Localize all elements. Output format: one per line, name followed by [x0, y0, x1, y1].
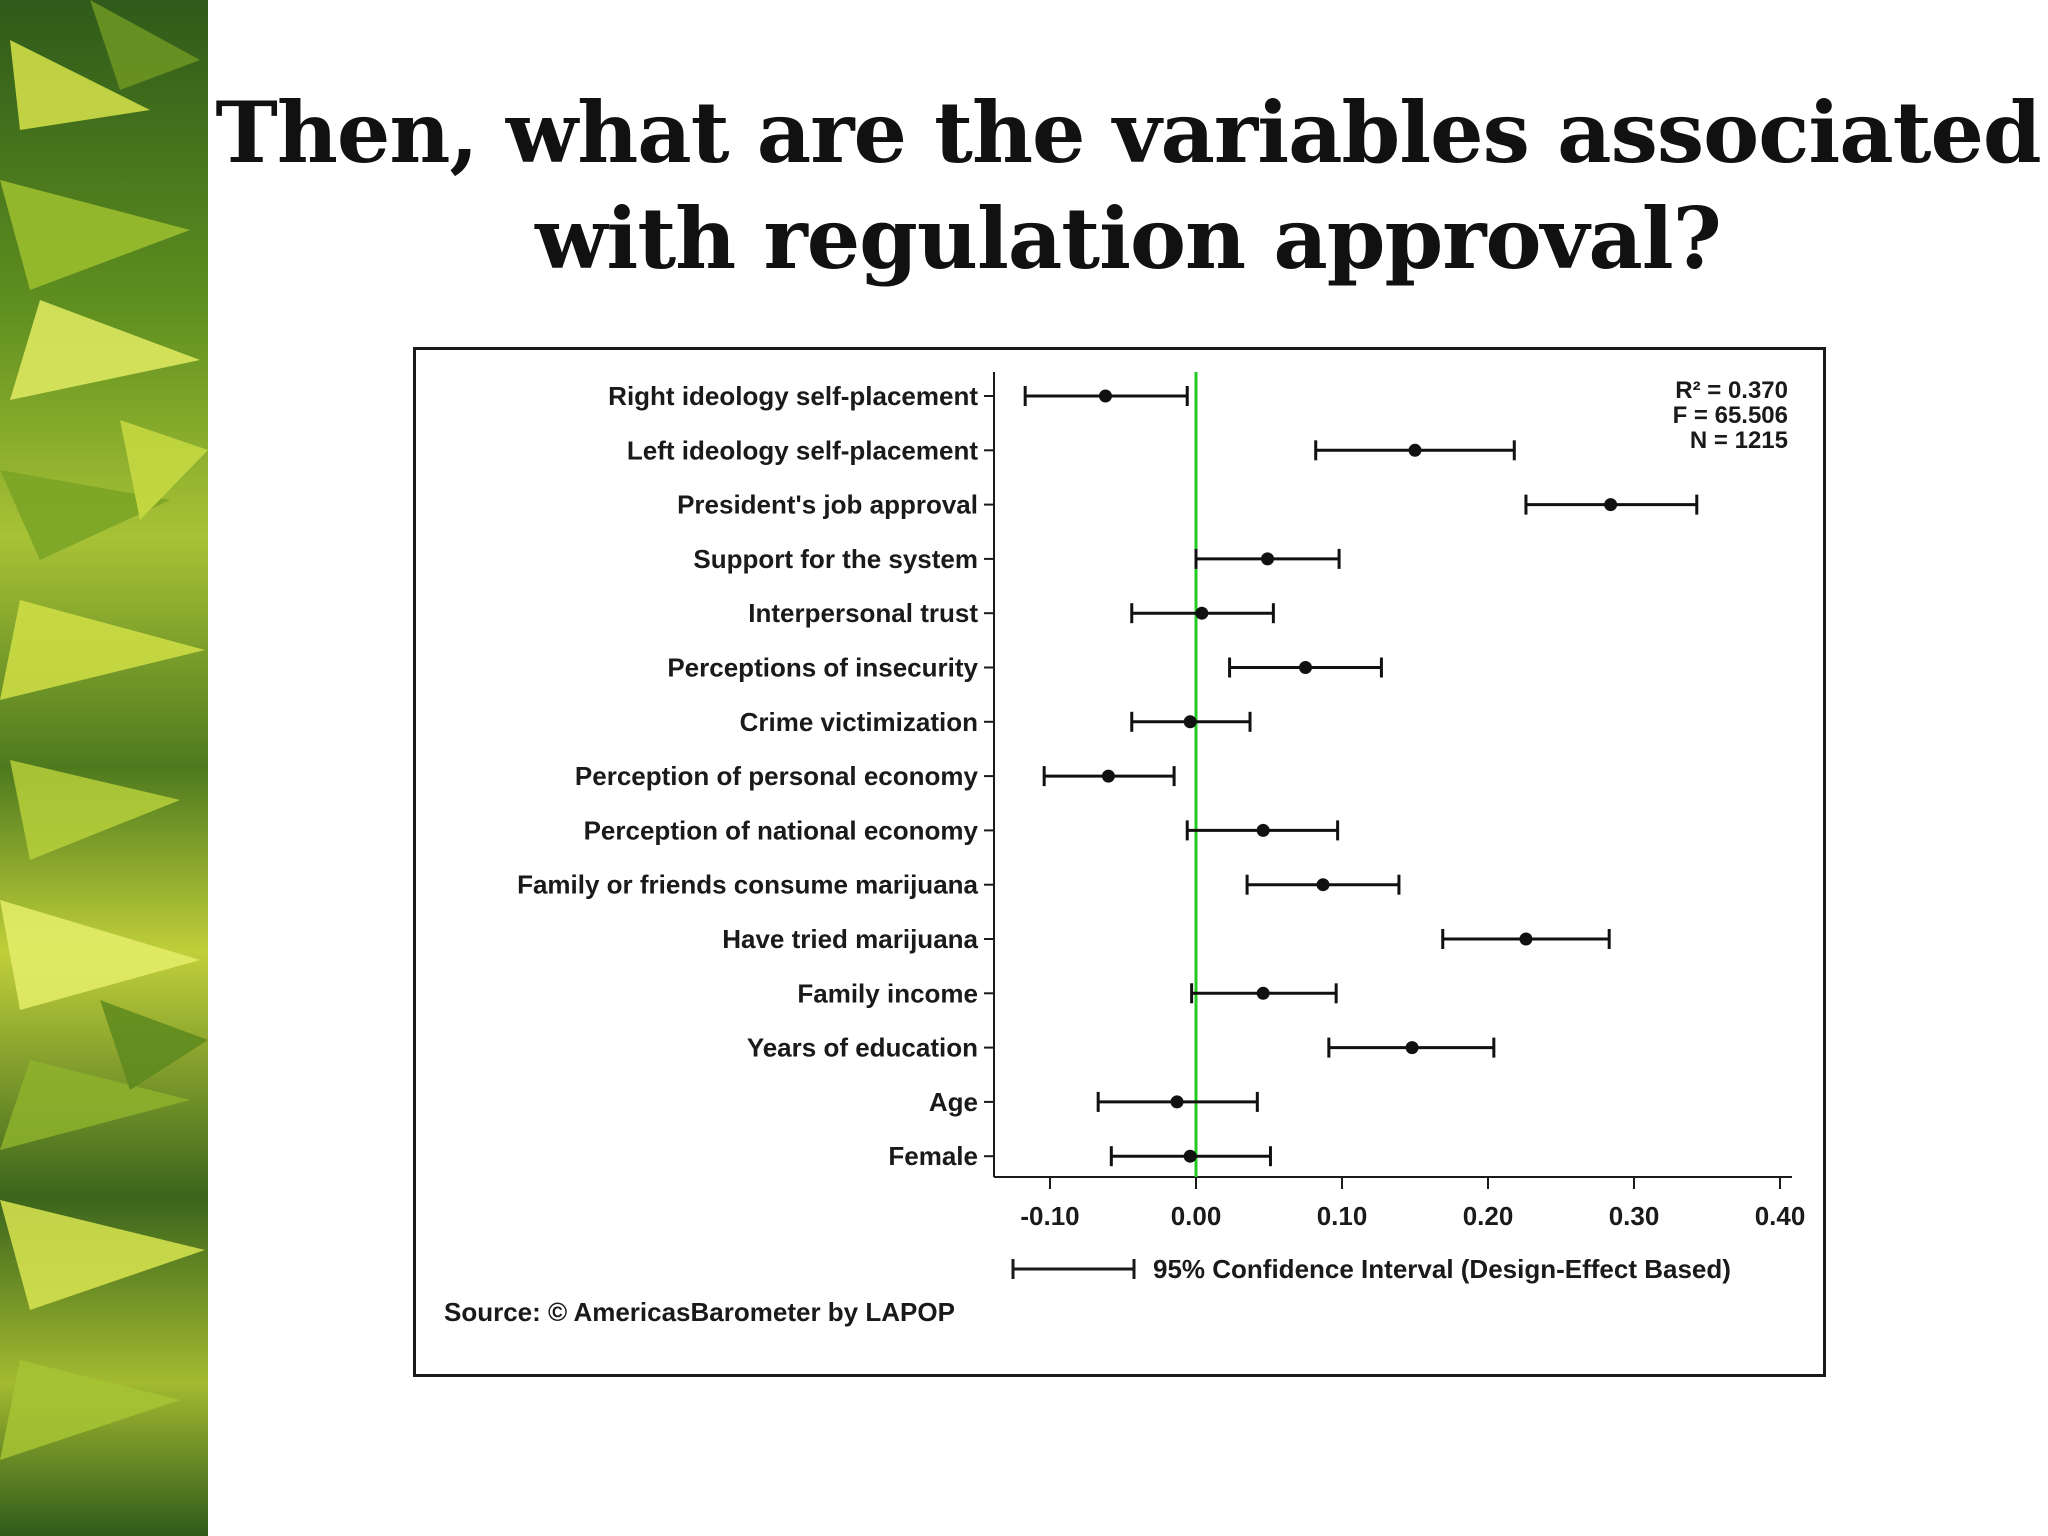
estimate-row: Perceptions of insecurity: [667, 653, 1383, 683]
point-estimate: [1299, 661, 1312, 674]
chart-frame: R² = 0.370 F = 65.506 N = 1215 -0.10 0.00 0.…: [413, 347, 1826, 1377]
model-stat: F = 65.506: [1673, 402, 1788, 429]
source-note: Source: © AmericasBarometer by LAPOP: [444, 1297, 955, 1327]
estimate-row: Right ideology self-placement: [608, 381, 1189, 411]
estimate-row: Perception of personal economy: [575, 761, 1176, 791]
point-estimate: [1098, 389, 1112, 403]
point-estimate: [1408, 443, 1422, 457]
category-label: Interpersonal trust: [748, 598, 978, 628]
x-tick-label: -0.10: [1020, 1201, 1079, 1231]
x-tick-label: 0.10: [1317, 1201, 1368, 1231]
category-label: President's job approval: [677, 490, 978, 520]
estimate-row: Family income: [797, 978, 1338, 1008]
estimate-row: Perception of national economy: [584, 815, 1340, 845]
slide-title-line-1: Then, what are the variables associated: [215, 83, 2041, 182]
point-estimate: [1519, 932, 1533, 946]
estimate-rows: Right ideology self-placement Left ideolo…: [517, 381, 1699, 1171]
axes: -0.10 0.00 0.10 0.20 0.30 0.40: [993, 372, 1806, 1231]
estimate-row: Female: [888, 1141, 1272, 1171]
category-label: Years of education: [747, 1033, 978, 1063]
category-label: Right ideology self-placement: [608, 381, 978, 411]
x-tick-label: 0.30: [1609, 1201, 1660, 1231]
model-stat: R² = 0.370: [1675, 377, 1788, 404]
point-estimate: [1604, 498, 1618, 512]
estimate-row: Years of education: [747, 1033, 1496, 1063]
estimate-row: Support for the system: [693, 544, 1341, 574]
x-tick-label: 0.40: [1755, 1201, 1806, 1231]
estimate-row: Interpersonal trust: [748, 598, 1275, 628]
estimate-row: Age: [929, 1087, 1259, 1117]
point-estimate: [1316, 878, 1330, 892]
model-stat: N = 1215: [1690, 427, 1788, 454]
category-label: Age: [929, 1087, 978, 1117]
point-estimate: [1195, 606, 1209, 620]
point-estimate: [1405, 1041, 1419, 1055]
point-estimate: [1256, 986, 1270, 1000]
point-estimate: [1261, 552, 1275, 566]
legend: 95% Confidence Interval (Design-Effect B…: [1011, 1254, 1731, 1284]
point-estimate: [1101, 769, 1115, 783]
category-label: Female: [888, 1141, 978, 1171]
category-label: Perception of national economy: [584, 815, 979, 845]
category-label: Perceptions of insecurity: [667, 653, 978, 683]
category-label: Family income: [797, 978, 978, 1008]
category-label: Family or friends consume marijuana: [517, 870, 978, 900]
estimate-row: Left ideology self-placement: [627, 435, 1516, 465]
x-tick-label: 0.20: [1463, 1201, 1514, 1231]
category-label: Perception of personal economy: [575, 761, 979, 791]
cannabis-leaf-icon: [0, 0, 208, 1460]
point-estimate: [1256, 823, 1270, 837]
category-label: Crime victimization: [740, 707, 978, 737]
estimate-row: Crime victimization: [740, 707, 1252, 737]
point-estimate: [1183, 1149, 1197, 1163]
point-estimate: [1170, 1095, 1184, 1109]
estimate-row: Family or friends consume marijuana: [517, 870, 1401, 900]
category-label: Left ideology self-placement: [627, 435, 978, 465]
leaf-background-strip: [0, 0, 208, 1536]
slide-title: Then, what are the variables associated …: [208, 80, 2048, 292]
slide-title-line-2: with regulation approval?: [535, 189, 1722, 288]
estimate-row: President's job approval: [677, 490, 1699, 520]
legend-label: 95% Confidence Interval (Design-Effect B…: [1153, 1254, 1731, 1284]
estimate-row: Have tried marijuana: [722, 924, 1611, 954]
category-label: Have tried marijuana: [722, 924, 978, 954]
point-estimate: [1183, 715, 1197, 729]
category-label: Support for the system: [693, 544, 978, 574]
x-tick-label: 0.00: [1171, 1201, 1222, 1231]
